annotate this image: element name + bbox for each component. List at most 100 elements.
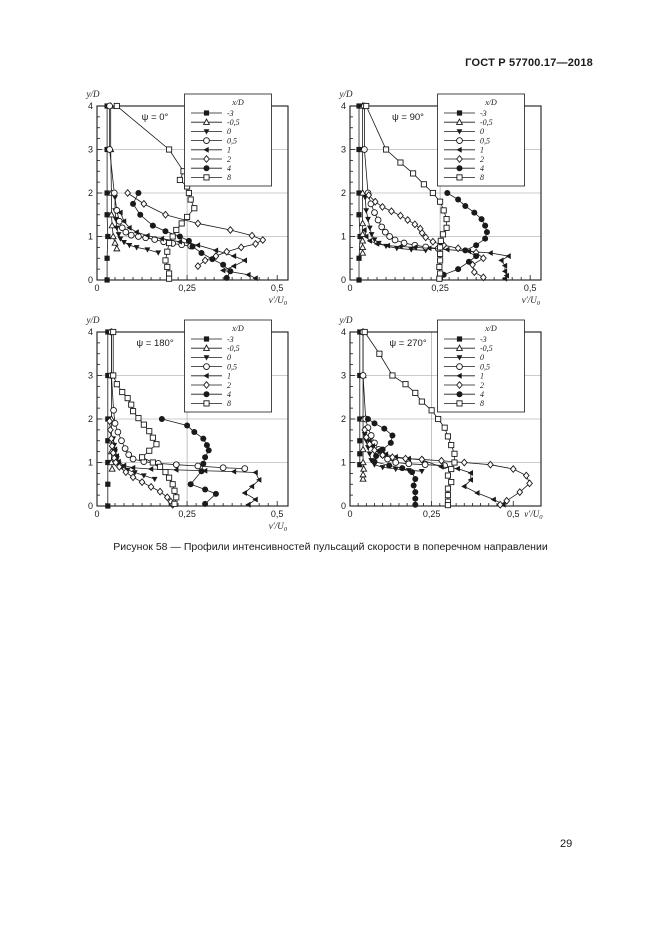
- legend-label: 1: [480, 372, 484, 381]
- x-axis-label: v′/U0: [524, 509, 543, 521]
- series-2: [361, 425, 533, 509]
- series--3: [357, 329, 363, 468]
- series-0,5: [106, 102, 195, 250]
- legend-label: -3: [480, 109, 487, 118]
- chart-title: ψ = 0°: [142, 112, 169, 123]
- svg-text:0: 0: [88, 501, 93, 511]
- chart-psi-0: 0 0,25 0,5 0 1 2 3 4 y/D v′/U0 ψ = 0° x/D -3 -0,5 0 0,5…: [75, 86, 317, 312]
- series-8: [113, 102, 198, 282]
- legend-label: 0: [480, 127, 484, 136]
- legend-label: -0,5: [480, 118, 493, 127]
- chart-psi-270: 0 0,25 0,5 0 1 2 3 4 y/D v′/U0 ψ = 270° x/D -3 -0,5 0 0…: [328, 312, 570, 538]
- legend-label: 8: [480, 399, 484, 408]
- x-axis-label: v′/U0: [269, 295, 288, 307]
- series-8: [363, 102, 450, 282]
- svg-text:0: 0: [341, 501, 346, 511]
- svg-text:0: 0: [347, 283, 352, 293]
- page-number: 29: [560, 838, 573, 850]
- legend-label: 1: [227, 146, 231, 155]
- svg-text:4: 4: [341, 327, 346, 337]
- chart-title: ψ = 270°: [389, 338, 426, 349]
- legend-label: 1: [227, 372, 231, 381]
- axis-ticks: [349, 331, 514, 507]
- svg-text:4: 4: [341, 101, 346, 111]
- document-header: ГОСТ Р 57700.17—2018: [465, 57, 593, 69]
- svg-text:0: 0: [347, 509, 352, 519]
- svg-text:1: 1: [341, 458, 346, 468]
- series-4: [130, 190, 234, 281]
- legend-label: 0: [227, 353, 231, 362]
- legend-label: 2: [227, 155, 231, 164]
- y-axis-label: y/D: [339, 315, 353, 325]
- series-1: [361, 227, 511, 282]
- svg-text:0,5: 0,5: [507, 509, 520, 519]
- svg-text:2: 2: [341, 414, 346, 424]
- legend-label: -0,5: [227, 118, 240, 127]
- y-axis-label: y/D: [86, 315, 100, 325]
- series--3: [356, 103, 363, 283]
- series--3: [105, 329, 111, 509]
- svg-text:2: 2: [88, 414, 93, 424]
- legend-label: 0,5: [227, 136, 237, 145]
- legend-label: -0,5: [227, 344, 240, 353]
- y-axis-label: y/D: [339, 89, 353, 99]
- legend-label: -0,5: [480, 344, 493, 353]
- legend-label: 0: [227, 127, 231, 136]
- chart-title: ψ = 90°: [392, 112, 424, 123]
- legend-label: 8: [227, 399, 231, 408]
- legend-label: -3: [227, 109, 234, 118]
- series-8: [110, 328, 180, 507]
- series-4: [437, 190, 490, 282]
- series-2: [106, 417, 177, 509]
- legend-label: 4: [227, 390, 231, 399]
- svg-text:1: 1: [341, 232, 346, 242]
- chart-title: ψ = 180°: [136, 338, 173, 349]
- series-0,5: [361, 102, 442, 253]
- x-axis-label: v′/U0: [522, 295, 541, 307]
- svg-text:3: 3: [88, 145, 93, 155]
- chart-psi-180: 0 0,25 0,5 0 1 2 3 4 y/D v′/U0 ψ = 180° x/D -3 -0,5 0 0…: [75, 312, 317, 538]
- legend-header: x/D: [231, 98, 244, 107]
- legend-label: 0,5: [227, 362, 237, 371]
- svg-text:2: 2: [88, 188, 93, 198]
- svg-text:2: 2: [341, 188, 346, 198]
- y-axis-label: y/D: [86, 89, 100, 99]
- svg-text:0: 0: [88, 275, 93, 285]
- series-2: [365, 191, 487, 282]
- svg-text:0,5: 0,5: [271, 509, 284, 519]
- svg-text:0: 0: [94, 509, 99, 519]
- svg-text:0,5: 0,5: [271, 283, 284, 293]
- legend-label: 4: [480, 164, 484, 173]
- svg-text:0,25: 0,25: [431, 283, 449, 293]
- legend-label: 4: [227, 164, 231, 173]
- x-axis-label: v′/U0: [269, 521, 288, 533]
- svg-text:0: 0: [94, 283, 99, 293]
- series-4: [158, 416, 219, 507]
- legend-label: 4: [480, 390, 484, 399]
- legend-label: 2: [480, 155, 484, 164]
- series-2: [124, 189, 267, 271]
- svg-text:0,5: 0,5: [524, 283, 537, 293]
- series-1: [117, 209, 258, 282]
- legend-label: 8: [227, 173, 231, 182]
- series-8: [361, 328, 458, 509]
- svg-text:4: 4: [88, 327, 93, 337]
- svg-text:1: 1: [88, 458, 93, 468]
- series-4: [364, 416, 419, 508]
- svg-text:1: 1: [88, 232, 93, 242]
- legend-header: x/D: [484, 324, 497, 333]
- svg-text:3: 3: [88, 371, 93, 381]
- legend-label: -3: [227, 335, 234, 344]
- svg-text:0: 0: [341, 275, 346, 285]
